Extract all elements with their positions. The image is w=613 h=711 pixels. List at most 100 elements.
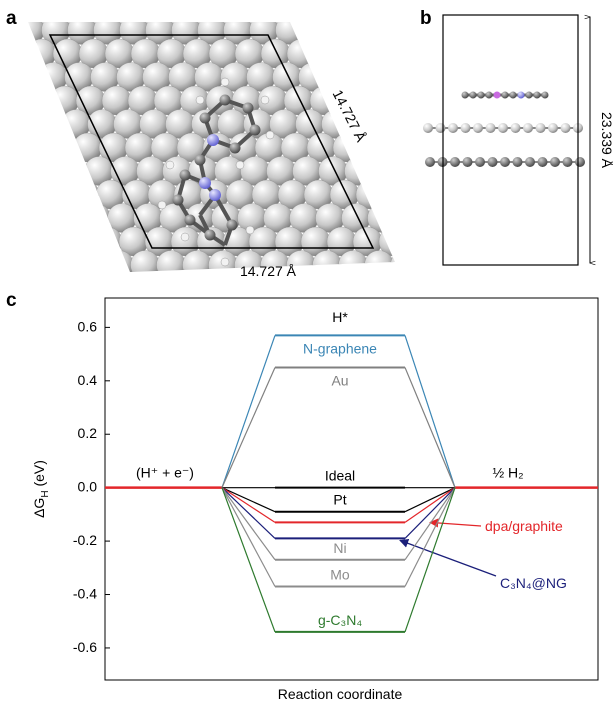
atom [181,233,189,241]
connector [222,488,275,560]
unit-cell [443,15,578,265]
series-label: C₃N₄@NG [500,575,567,591]
atom [371,157,400,186]
panel-label: a [6,8,17,29]
atom [13,63,42,92]
atom [0,86,27,115]
atom [391,251,420,280]
atom [548,123,558,133]
atom [313,251,342,280]
page: a 14.727 Å 14.727 Å b 23.339 Å c ΔGH (eV… [0,0,613,706]
layer-side-view [423,92,585,168]
atom [511,123,521,133]
atom [207,134,219,146]
atom [351,63,380,92]
panel-b: b 23.339 Å [420,8,613,265]
atom [473,123,483,133]
atom [47,133,76,162]
atom [561,123,571,133]
connector [222,488,275,587]
atom [200,113,211,124]
atom [374,110,403,139]
state-label: H* [332,309,348,325]
atom [33,157,62,186]
atom [526,92,533,99]
atom [525,157,535,167]
atom [266,131,274,139]
atom [450,157,460,167]
atom [199,177,211,189]
atom [158,201,166,209]
connector [222,488,275,632]
atom [461,123,471,133]
atom [518,92,525,99]
atom [24,86,53,115]
series-label: Ideal [325,468,355,484]
atom [510,92,517,99]
atom [82,204,111,233]
atom [470,92,477,99]
atom [502,92,509,99]
x-axis-title: Reaction coordinate [278,686,403,702]
y-tick-label: -0.2 [73,532,97,548]
y-tick-label: 0.6 [78,318,98,334]
atom [59,157,88,186]
atom [420,204,449,233]
y-axis-title-sub: H [40,490,51,497]
atom [498,123,508,133]
series-label: dpa/graphite [485,518,563,534]
atom [0,39,4,68]
atom [365,251,394,280]
atom [408,180,437,209]
series-label: N-graphene [303,340,377,356]
atom [500,157,510,167]
connector [405,488,455,632]
atom [302,16,331,45]
atom [362,86,391,115]
series-label: g-C₃N₄ [318,612,362,628]
atom [462,92,469,99]
atom [0,63,16,92]
atom [1,39,30,68]
atom [550,157,560,167]
panel-a: a 14.727 Å 14.727 Å [0,8,472,280]
y-tick-label: -0.6 [73,639,97,655]
atom [209,189,221,201]
atom [385,133,414,162]
connector [405,488,455,587]
atom [448,123,458,133]
y-tick-label: 0.4 [78,372,98,388]
atom [261,96,269,104]
series-label: Mo [330,567,350,583]
atom [10,110,39,139]
atom [382,180,411,209]
figure: a 14.727 Å 14.727 Å b 23.339 Å c ΔGH (eV… [0,0,613,706]
connector [222,367,275,487]
atom [486,123,496,133]
atom [205,230,216,241]
state-label: (H⁺ + e⁻) [136,465,194,481]
atom [67,227,96,256]
y-axis-title: ΔGH (eV) [31,460,51,518]
panel-label: b [420,8,432,29]
atom [56,204,85,233]
atom [243,103,254,114]
atom [236,161,244,169]
atom [250,125,261,136]
atom [79,251,108,280]
atom [173,195,184,206]
atom [425,157,435,167]
atom [538,157,548,167]
state-label: ½ H₂ [492,465,523,481]
series-label: Pt [333,492,346,508]
connector [405,488,455,523]
atom [166,161,174,169]
atom [230,143,241,154]
atom [475,157,485,167]
atom [157,251,186,280]
y-tick-label: 0.2 [78,425,98,441]
atom [534,92,541,99]
atom [563,157,573,167]
atom [180,170,191,181]
atom [328,16,357,45]
